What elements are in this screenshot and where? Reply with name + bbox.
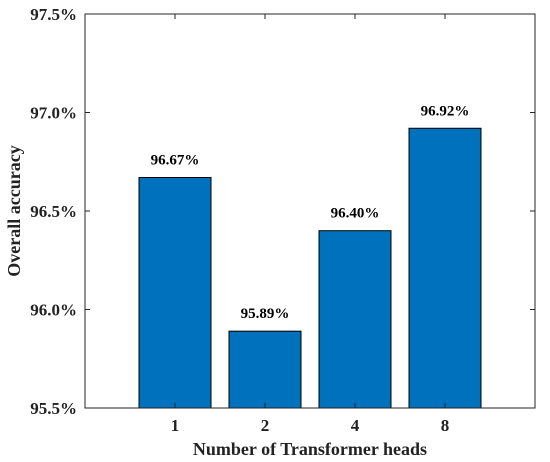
- plot-frame: [84, 13, 536, 409]
- y-tick-label: 96.5%: [30, 202, 77, 221]
- x-tick-label: 8: [441, 416, 450, 435]
- data-label-4: 96.40%: [331, 206, 380, 222]
- y-tick-label: 97.0%: [30, 104, 77, 123]
- y-tick-label: 97.5%: [30, 5, 77, 24]
- bar-8: [408, 127, 482, 409]
- data-label-8: 96.92%: [421, 103, 470, 119]
- x-axis-title: Number of Transformer heads: [193, 439, 427, 459]
- y-axis-title: Overall accuracy: [4, 145, 24, 276]
- bar-2: [228, 330, 302, 409]
- data-label-2: 95.89%: [241, 306, 290, 322]
- y-tick-label: 96.0%: [30, 301, 77, 320]
- x-tick-label: 1: [171, 416, 180, 435]
- bar-1: [138, 177, 212, 409]
- x-tick-label: 4: [351, 416, 360, 435]
- x-tick-label: 2: [261, 416, 270, 435]
- y-tick-label: 95.5%: [30, 399, 77, 418]
- bar-4: [318, 230, 392, 409]
- data-label-1: 96.67%: [151, 153, 200, 169]
